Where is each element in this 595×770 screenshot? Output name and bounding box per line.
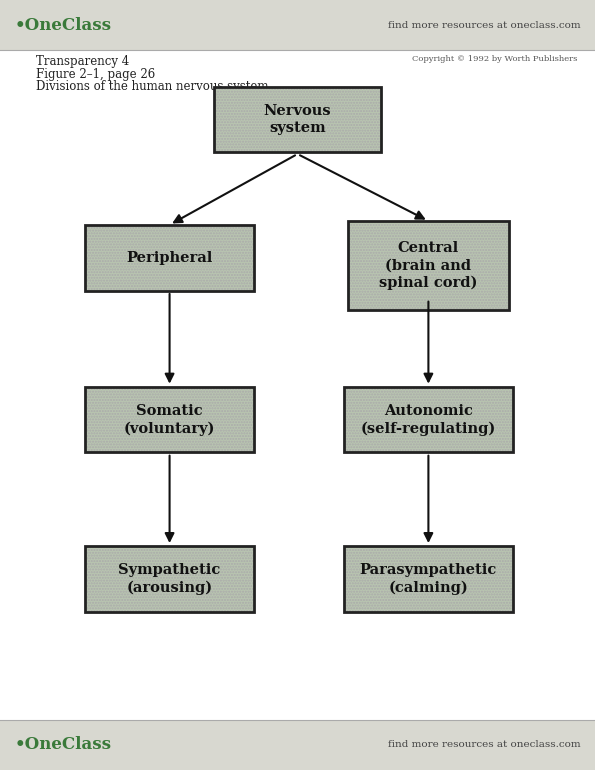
Bar	[0, 50, 595, 720]
Text: find more resources at oneclass.com: find more resources at oneclass.com	[387, 741, 580, 749]
Text: •OneClass: •OneClass	[15, 16, 112, 34]
Text: •OneClass: •OneClass	[15, 736, 112, 754]
Bar	[348, 222, 509, 310]
Bar	[348, 222, 509, 310]
Text: find more resources at oneclass.com: find more resources at oneclass.com	[387, 21, 580, 29]
Bar	[214, 87, 381, 152]
Text: Divisions of the human nervous system: Divisions of the human nervous system	[36, 80, 268, 93]
Text: Autonomic
(self-regulating): Autonomic (self-regulating)	[361, 403, 496, 436]
Bar	[0, 720, 595, 770]
Bar	[344, 547, 513, 611]
Bar	[84, 547, 255, 611]
Bar	[344, 387, 513, 453]
Text: Somatic
(voluntary): Somatic (voluntary)	[124, 403, 215, 436]
Bar	[0, 0, 595, 50]
Bar	[344, 387, 513, 453]
Bar	[344, 547, 513, 611]
Bar	[84, 387, 255, 453]
Text: Transparency 4: Transparency 4	[36, 55, 129, 69]
Bar	[84, 547, 255, 611]
Bar	[344, 547, 513, 611]
Bar	[84, 387, 255, 453]
Text: Sympathetic
(arousing): Sympathetic (arousing)	[118, 563, 221, 595]
Bar	[84, 225, 255, 290]
Text: Copyright © 1992 by Worth Publishers: Copyright © 1992 by Worth Publishers	[412, 55, 577, 63]
Bar	[348, 222, 509, 310]
Bar	[84, 547, 255, 611]
Bar	[344, 387, 513, 453]
Bar	[84, 225, 255, 290]
Text: Parasympathetic
(calming): Parasympathetic (calming)	[360, 563, 497, 595]
Text: Nervous
system: Nervous system	[264, 104, 331, 135]
Bar	[84, 387, 255, 453]
Bar	[214, 87, 381, 152]
Text: Central
(brain and
spinal cord): Central (brain and spinal cord)	[379, 241, 478, 290]
Text: Figure 2–1, page 26: Figure 2–1, page 26	[36, 68, 155, 81]
Bar	[84, 225, 255, 290]
Text: Peripheral: Peripheral	[126, 251, 213, 265]
Bar	[214, 87, 381, 152]
